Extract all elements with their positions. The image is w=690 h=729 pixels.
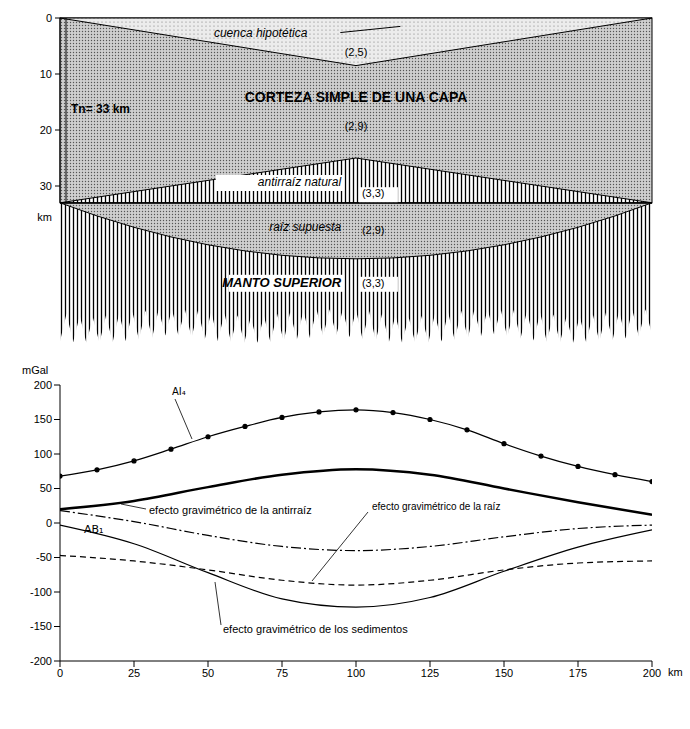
svg-text:30: 30 — [40, 180, 52, 192]
svg-text:efecto gravimétrico de la anti: efecto gravimétrico de la antirraíz — [149, 504, 312, 516]
svg-text:km: km — [37, 211, 52, 223]
svg-text:mGal: mGal — [22, 364, 48, 376]
svg-text:150: 150 — [495, 667, 513, 679]
svg-text:raíz supuesta: raíz supuesta — [269, 220, 341, 234]
svg-text:CORTEZA SIMPLE DE UNA CAPA: CORTEZA SIMPLE DE UNA CAPA — [245, 89, 468, 105]
svg-text:-150: -150 — [30, 620, 52, 632]
svg-text:antirraíz natural: antirraíz natural — [258, 175, 342, 189]
svg-text:efecto gravimétrico de la raíz: efecto gravimétrico de la raíz — [372, 501, 500, 512]
svg-text:Tn= 33 km: Tn= 33 km — [71, 102, 130, 116]
svg-text:0: 0 — [46, 12, 52, 24]
svg-text:0: 0 — [46, 517, 52, 529]
svg-text:20: 20 — [40, 124, 52, 136]
svg-text:(2,9): (2,9) — [345, 120, 368, 132]
svg-text:(3,3): (3,3) — [362, 277, 385, 289]
svg-text:200: 200 — [643, 667, 661, 679]
svg-text:50: 50 — [202, 667, 214, 679]
svg-text:200: 200 — [34, 379, 52, 391]
svg-text:-200: -200 — [30, 655, 52, 667]
svg-text:50: 50 — [40, 482, 52, 494]
svg-text:125: 125 — [421, 667, 439, 679]
svg-text:0: 0 — [57, 667, 63, 679]
svg-text:MANTO SUPERIOR: MANTO SUPERIOR — [222, 275, 342, 290]
svg-text:100: 100 — [34, 448, 52, 460]
svg-text:10: 10 — [40, 68, 52, 80]
svg-text:25: 25 — [128, 667, 140, 679]
svg-text:-50: -50 — [36, 551, 52, 563]
svg-text:175: 175 — [569, 667, 587, 679]
svg-text:150: 150 — [34, 413, 52, 425]
svg-text:cuenca hipotética: cuenca hipotética — [214, 26, 308, 40]
svg-text:(3,3): (3,3) — [362, 187, 385, 199]
svg-text:(2,9): (2,9) — [362, 224, 385, 236]
svg-text:km: km — [668, 666, 683, 678]
svg-text:AB₁: AB₁ — [84, 523, 103, 536]
svg-text:75: 75 — [276, 667, 288, 679]
svg-text:efecto gravimétrico de los sed: efecto gravimétrico de los sedimentos — [223, 623, 408, 635]
svg-text:100: 100 — [347, 667, 365, 679]
svg-text:AI₄: AI₄ — [172, 386, 186, 397]
svg-text:(2,5): (2,5) — [345, 46, 368, 58]
svg-text:-100: -100 — [30, 586, 52, 598]
